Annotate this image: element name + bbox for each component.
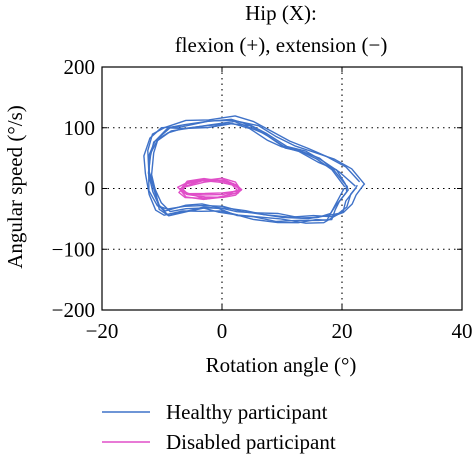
x-tick-label-0: −20 xyxy=(86,319,119,343)
y-axis-label: Angular speed (°/s) xyxy=(3,105,27,269)
series-0-loop-2 xyxy=(147,122,349,219)
x-tick-label-2: 20 xyxy=(332,319,353,343)
legend-label-0: Healthy participant xyxy=(166,400,328,424)
series-1 xyxy=(176,177,243,201)
chart-title: Hip (X): flexion (+), extension (−) xyxy=(175,1,388,57)
legend-label-1: Disabled participant xyxy=(166,430,336,454)
y-tick-label-2: 0 xyxy=(85,177,96,201)
x-ticks: −20 0 20 40 xyxy=(86,67,473,343)
plot-frame xyxy=(101,66,463,311)
series-0-loop-5 xyxy=(143,118,357,224)
chart-title-line-2: flexion (+), extension (−) xyxy=(175,33,388,57)
grid xyxy=(102,67,462,310)
legend: Healthy participant Disabled participant xyxy=(102,400,336,454)
x-tick-label-1: 0 xyxy=(217,319,228,343)
series-1-loop-2 xyxy=(176,177,242,196)
y-tick-label-3: 100 xyxy=(64,116,96,140)
chart-title-line-1: Hip (X): xyxy=(245,1,317,25)
x-axis-label: Rotation angle (°) xyxy=(206,353,357,377)
series-1-loop-5 xyxy=(178,179,240,200)
y-tick-label-4: 200 xyxy=(64,55,96,79)
series-0 xyxy=(143,115,366,224)
x-tick-label-3: 40 xyxy=(452,319,473,343)
y-tick-label-1: −100 xyxy=(52,237,95,261)
y-ticks: −200 −100 0 100 200 xyxy=(52,55,462,322)
y-tick-label-0: −200 xyxy=(52,298,95,322)
series-0-loop-3 xyxy=(148,122,349,223)
series-layer xyxy=(143,115,366,224)
series-0-loop-4 xyxy=(147,115,361,220)
